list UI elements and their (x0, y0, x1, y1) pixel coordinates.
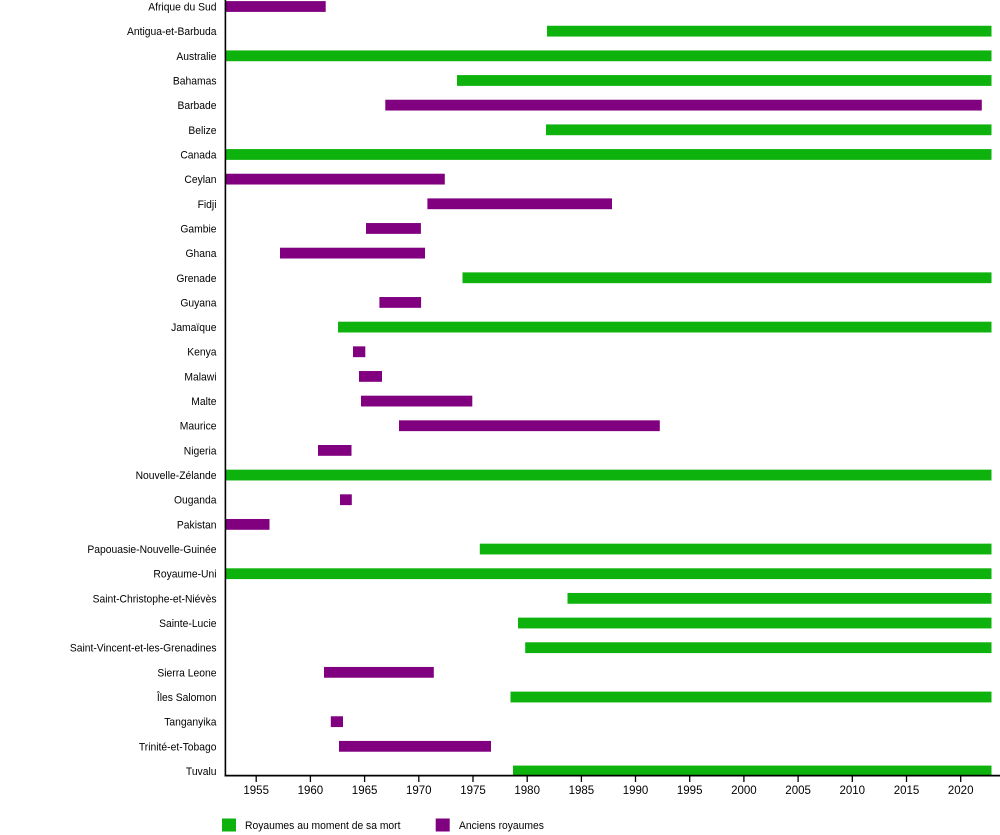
svg-text:1980: 1980 (514, 785, 540, 797)
svg-text:1990: 1990 (623, 785, 649, 797)
svg-text:1970: 1970 (406, 785, 432, 797)
svg-text:Sierra Leone: Sierra Leone (157, 667, 216, 679)
svg-text:Ghana: Ghana (186, 248, 217, 260)
svg-text:1995: 1995 (677, 785, 703, 797)
svg-text:Tuvalu: Tuvalu (186, 766, 217, 778)
svg-text:Kenya: Kenya (187, 346, 216, 358)
svg-text:Antigua-et-Barbuda: Antigua-et-Barbuda (127, 26, 217, 38)
svg-text:Guyana: Guyana (180, 297, 216, 309)
svg-text:Trinité-et-Tobago: Trinité-et-Tobago (139, 741, 217, 753)
svg-text:2010: 2010 (840, 785, 866, 797)
svg-text:Maurice: Maurice (180, 420, 217, 432)
svg-text:Îles Salomon: Îles Salomon (156, 691, 217, 704)
svg-text:1955: 1955 (243, 785, 269, 797)
svg-text:1965: 1965 (352, 785, 378, 797)
svg-text:Anciens royaumes: Anciens royaumes (459, 820, 544, 832)
svg-text:Canada: Canada (180, 149, 216, 161)
svg-text:Ceylan: Ceylan (184, 174, 216, 186)
svg-text:Australie: Australie (176, 51, 216, 63)
svg-text:Belize: Belize (188, 125, 216, 137)
svg-text:Grenade: Grenade (176, 272, 216, 284)
svg-text:Malawi: Malawi (184, 371, 216, 383)
svg-text:Nigeria: Nigeria (184, 445, 217, 457)
svg-text:2015: 2015 (894, 785, 920, 797)
svg-text:Royaume-Uni: Royaume-Uni (153, 568, 216, 580)
svg-text:Royaumes au moment de sa mort: Royaumes au moment de sa mort (245, 820, 401, 832)
svg-text:Tanganyika: Tanganyika (164, 716, 216, 728)
svg-text:Jamaïque: Jamaïque (171, 322, 216, 334)
svg-text:1985: 1985 (569, 785, 595, 797)
svg-text:Nouvelle-Zélande: Nouvelle-Zélande (136, 470, 217, 482)
svg-text:Sainte-Lucie: Sainte-Lucie (159, 618, 216, 630)
svg-text:Bahamas: Bahamas (173, 75, 217, 87)
svg-text:Gambie: Gambie (180, 223, 216, 235)
svg-text:1960: 1960 (298, 785, 324, 797)
svg-text:Ouganda: Ouganda (174, 494, 217, 506)
svg-text:Barbade: Barbade (177, 100, 216, 112)
svg-text:Pakistan: Pakistan (177, 519, 217, 531)
svg-text:Saint-Vincent-et-les-Grenadine: Saint-Vincent-et-les-Grenadines (70, 642, 217, 654)
svg-text:Saint-Christophe-et-Niévès: Saint-Christophe-et-Niévès (93, 593, 217, 605)
svg-text:Malte: Malte (191, 396, 216, 408)
svg-text:Papouasie-Nouvelle-Guinée: Papouasie-Nouvelle-Guinée (87, 544, 216, 556)
svg-text:Fidji: Fidji (198, 199, 217, 211)
svg-text:2005: 2005 (785, 785, 811, 797)
svg-text:Afrique du Sud: Afrique du Sud (148, 1, 216, 13)
svg-text:2000: 2000 (731, 785, 757, 797)
svg-text:1975: 1975 (460, 785, 486, 797)
svg-text:2020: 2020 (948, 785, 974, 797)
